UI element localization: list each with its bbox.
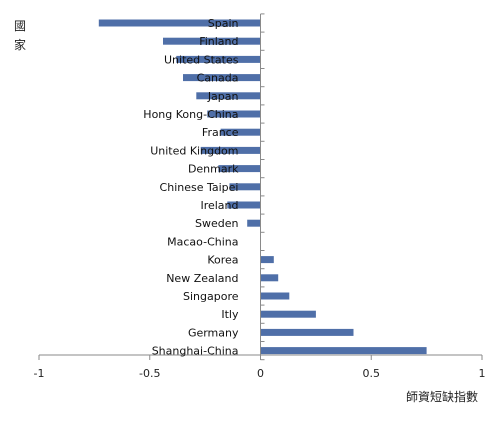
bar-hong-kong-china (207, 110, 261, 118)
category-label: United Kingdom (150, 144, 238, 157)
x-tick-label: -0.5 (139, 367, 160, 380)
category-label: Shanghai-China (152, 345, 239, 358)
x-axis-title: 師資短缺指數 (406, 389, 478, 404)
bar-denmark (218, 165, 261, 173)
category-label: Itly (221, 308, 239, 321)
x-tick-label: -1 (34, 367, 45, 380)
bar-japan (196, 92, 261, 100)
bar-singapore (260, 292, 290, 300)
bar-new-zealand (260, 274, 279, 282)
bar-france (220, 128, 261, 136)
bar-ireland (227, 201, 261, 209)
category-label: Sweden (195, 217, 238, 230)
bar-united-states (176, 55, 261, 63)
category-label: Singapore (183, 290, 239, 303)
category-label: France (202, 126, 239, 139)
bar-chinese-taipei (229, 183, 261, 191)
category-label: Hong Kong-China (143, 108, 238, 121)
y-axis-title-line-2: 家 (14, 37, 26, 52)
category-label: Macao-China (167, 235, 238, 248)
y-axis-title-line-1: 國 (14, 19, 26, 33)
bar-germany (260, 328, 354, 336)
bar-korea (260, 256, 274, 264)
bar-spain (98, 19, 261, 27)
x-tick-label: 0 (257, 367, 264, 380)
bar-finland (163, 37, 261, 45)
category-label: United States (164, 53, 239, 66)
category-label: Finland (199, 35, 238, 48)
category-label: Japan (207, 90, 239, 103)
bar-canada (183, 74, 261, 82)
x-tick-label: 0.5 (363, 367, 381, 380)
x-tick-label: 1 (479, 367, 486, 380)
bar-shanghai-china (260, 347, 427, 355)
bar-united-kingdom (200, 146, 261, 154)
category-label: Denmark (188, 163, 239, 176)
bar-sweden (247, 219, 261, 227)
bar-itly (260, 310, 316, 318)
category-label: Spain (208, 17, 239, 30)
category-label: Canada (197, 72, 239, 85)
category-label: Chinese Taipei (160, 181, 239, 194)
category-label: Ireland (200, 199, 238, 212)
category-label: Korea (207, 254, 238, 267)
category-label: Germany (188, 326, 239, 339)
category-label: New Zealand (166, 272, 238, 285)
